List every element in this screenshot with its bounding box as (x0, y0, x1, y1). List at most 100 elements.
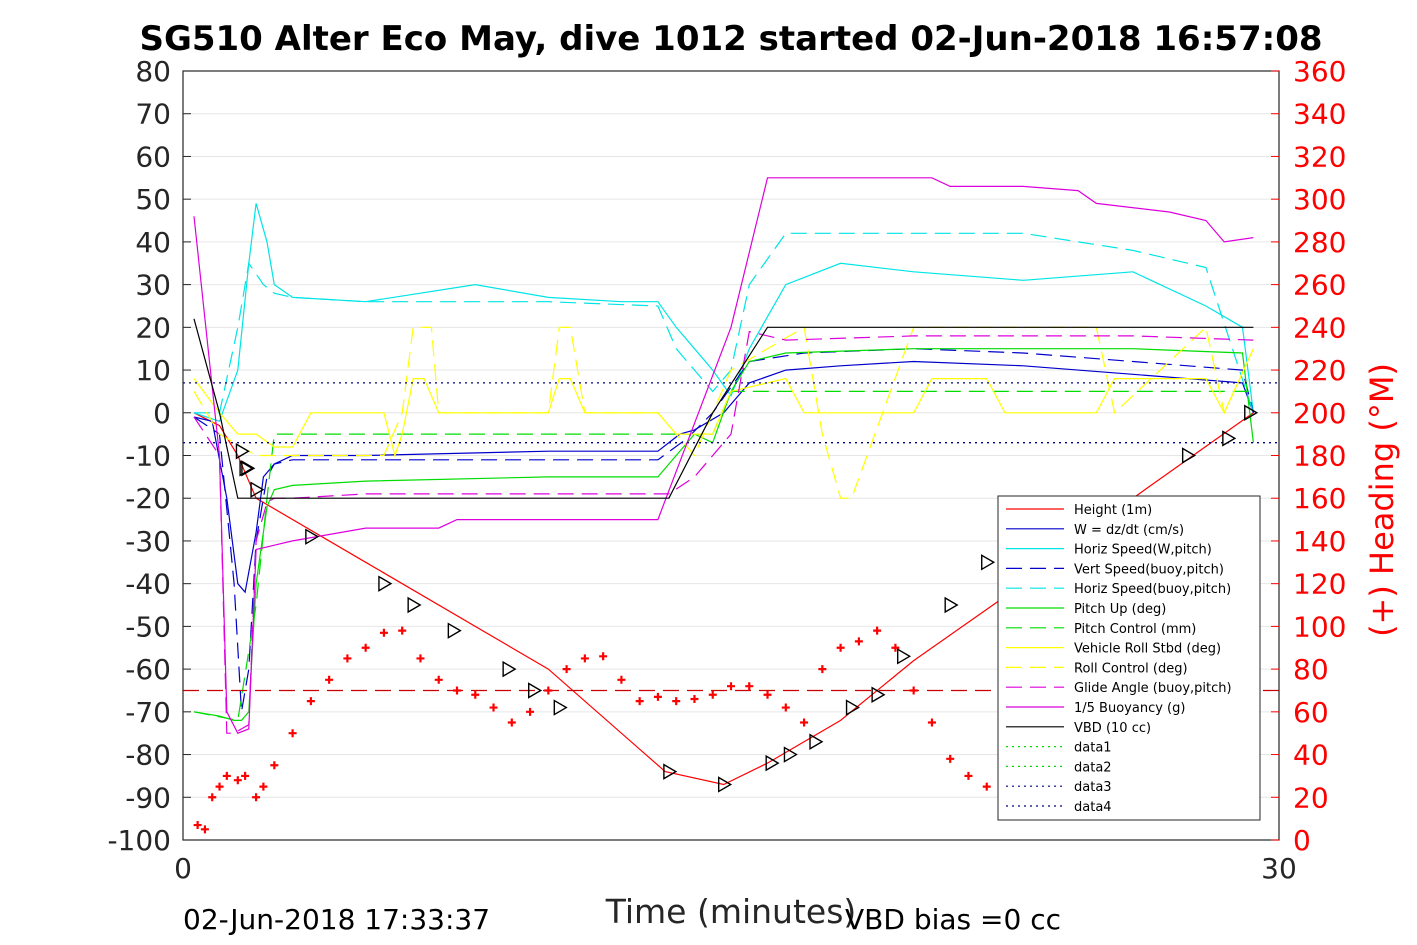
legend-entry: Vert Speed(buoy,pitch) (1074, 562, 1224, 577)
heading-point (964, 771, 973, 780)
heading-point (489, 703, 498, 712)
heading-point (434, 675, 443, 684)
heading-point (259, 782, 268, 791)
depth-marker (809, 733, 824, 750)
heading-point (891, 643, 900, 652)
y2-tick-label: 260 (1293, 269, 1346, 302)
legend-entry: Pitch Control (mm) (1074, 622, 1196, 637)
heading-point (208, 793, 217, 802)
y-tick-label: -40 (125, 568, 171, 601)
series-line-9 (193, 330, 1254, 734)
depth-marker (944, 596, 959, 614)
y2-tick-label: 340 (1293, 98, 1346, 131)
y-tick-label: 20 (135, 311, 171, 344)
series-line-11 (193, 318, 1254, 499)
legend-box (997, 495, 1261, 821)
heading-point (270, 761, 279, 770)
depth-marker (305, 528, 320, 545)
heading-point (800, 718, 809, 727)
heading-point (727, 682, 735, 691)
heading-point (325, 675, 334, 684)
y2-tick-label: 100 (1293, 610, 1346, 643)
y-tick-label: -70 (125, 696, 171, 729)
series-line-7 (193, 348, 1254, 458)
y2-tick-label: 180 (1293, 440, 1346, 473)
depth-marker (981, 554, 996, 571)
heading-point (233, 776, 242, 785)
depth-marker (783, 746, 798, 763)
heading-point (635, 697, 644, 706)
series-line-4 (194, 232, 1254, 414)
heading-point (416, 654, 425, 663)
depth-marker (871, 686, 886, 703)
heading-point (763, 690, 772, 699)
y-tick-label: 80 (135, 55, 171, 88)
series-line-3 (193, 348, 1254, 712)
heading-point (471, 690, 480, 699)
legend-entry: W = dz/dt (cm/s) (1074, 523, 1184, 538)
y-tick-label: 0 (153, 397, 171, 430)
depth-marker (239, 460, 254, 477)
heading-point (781, 703, 790, 712)
heading-point (507, 718, 516, 727)
depth-marker (897, 648, 912, 665)
y-axis-left: 80 70 60 50 40 30 20 10 0 -10 -20 -30 -40 -50 -60 -70 -8… (107, 55, 191, 857)
y-axis-right-label: (+) Heading (°M) (1363, 363, 1401, 637)
heading-point (526, 707, 535, 716)
heading-point (708, 690, 717, 699)
legend-entry: VBD (10 cc) (1074, 721, 1151, 736)
legend: Height (1m) W = dz/dt (cm/s) Horiz Speed(W… (997, 495, 1261, 821)
y-tick-label: 60 (135, 140, 171, 173)
y2-tick-label: 220 (1293, 354, 1346, 387)
heading-point (617, 675, 626, 684)
series-group (183, 177, 1279, 786)
y-tick-label: -30 (125, 525, 171, 558)
depth-marker (378, 575, 393, 592)
heading-point (909, 686, 918, 695)
depth-marker (845, 699, 860, 716)
y2-tick-label: 0 (1293, 824, 1311, 857)
y2-tick-label: 200 (1293, 397, 1346, 430)
y2-tick-label: 240 (1293, 311, 1346, 344)
legend-entry: Height (1m) (1074, 503, 1152, 518)
heading-point (252, 793, 261, 802)
depth-marker (235, 443, 250, 460)
heading-point (745, 682, 754, 691)
x-axis: 0 30 (174, 852, 1297, 885)
series-line-5 (193, 348, 1254, 722)
legend-entry: data3 (1074, 780, 1112, 795)
footer-timestamp: 02-Jun-2018 17:33:37 (183, 903, 490, 936)
y-tick-label: 10 (135, 354, 171, 387)
heading-point (854, 637, 863, 646)
heading-point (599, 652, 608, 661)
depth-marker (1181, 447, 1197, 464)
y-tick-label: -80 (125, 739, 171, 772)
x-axis-label: Time (minutes) (605, 892, 857, 931)
series-line-1 (193, 360, 1254, 594)
depth-marker (241, 460, 256, 477)
heading-point (453, 686, 461, 695)
y2-tick-label: 300 (1293, 183, 1346, 216)
heading-point (306, 697, 315, 706)
y2-tick-label: 360 (1293, 55, 1346, 88)
depth-marker (765, 754, 780, 772)
legend-entry: Roll Control (deg) (1074, 661, 1188, 676)
heading-point (580, 654, 589, 663)
heading-point (288, 729, 297, 738)
heading-point (215, 782, 224, 791)
depth-marker (663, 763, 678, 780)
heading-point (398, 626, 407, 635)
y2-tick-label: 80 (1293, 653, 1329, 686)
y-tick-label: 50 (135, 183, 171, 216)
heading-point (222, 771, 231, 780)
y2-tick-label: 60 (1293, 696, 1329, 729)
heading-point (379, 628, 388, 637)
y2-tick-label: 280 (1293, 226, 1346, 259)
chart-title: SG510 Alter Eco May, dive 1012 started 0… (139, 19, 1322, 59)
heading-point (818, 665, 827, 674)
heading-point (672, 697, 681, 706)
heading-point (544, 686, 553, 695)
y2-tick-label: 140 (1293, 525, 1346, 558)
